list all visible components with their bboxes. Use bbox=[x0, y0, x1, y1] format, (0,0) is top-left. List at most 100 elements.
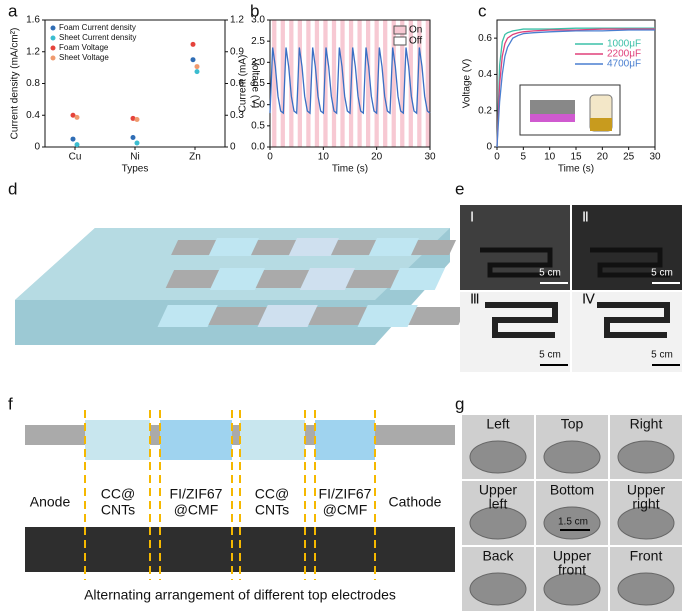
on-band bbox=[323, 20, 328, 147]
y-axis-label: Current (mA) bbox=[238, 55, 249, 113]
inset-electrode bbox=[530, 114, 575, 122]
electrode-label: FI/ZIF67 bbox=[319, 486, 372, 502]
on-band bbox=[331, 20, 337, 147]
point bbox=[194, 69, 200, 75]
y-tick-label: 0.0 bbox=[251, 142, 265, 153]
y-tick-label: 3.0 bbox=[251, 15, 265, 26]
legend-label: Sheet Current density bbox=[59, 33, 136, 42]
photo-label: right bbox=[632, 496, 659, 512]
caption: Alternating arrangement of different top… bbox=[84, 587, 396, 603]
panel-label: d bbox=[8, 179, 17, 198]
legend-marker bbox=[50, 45, 56, 51]
electrode bbox=[357, 305, 418, 327]
electrode-block bbox=[315, 420, 375, 460]
device-strip bbox=[480, 247, 560, 278]
photo-label: Right bbox=[630, 416, 663, 432]
photo-label: Upper bbox=[627, 482, 665, 498]
legend-marker bbox=[50, 55, 56, 61]
inset-electrolyte bbox=[590, 118, 612, 131]
x-tick-label: 30 bbox=[424, 152, 436, 163]
electrode-label: Cathode bbox=[389, 494, 442, 510]
x-tick-label: 0 bbox=[267, 152, 273, 163]
point bbox=[74, 114, 80, 120]
electrode bbox=[308, 307, 367, 325]
electrode-label: CNTs bbox=[255, 502, 289, 518]
on-band bbox=[340, 20, 345, 147]
on-band bbox=[366, 20, 371, 147]
electrode-block bbox=[240, 420, 305, 460]
inset-illustration bbox=[519, 84, 621, 136]
y2-tick-label: 1.2 bbox=[230, 15, 244, 26]
electrode-label: CC@ bbox=[255, 486, 289, 502]
y-tick-label: 2.5 bbox=[251, 36, 265, 47]
legend-label: 2200μF bbox=[607, 49, 641, 60]
x-tick-label: 0 bbox=[494, 152, 500, 163]
legend-label: On bbox=[409, 25, 422, 36]
y-tick-label: 1.0 bbox=[251, 99, 265, 110]
x-tick-label: 20 bbox=[371, 152, 383, 163]
photo-label: Top bbox=[561, 416, 584, 432]
legend-marker bbox=[50, 35, 56, 41]
point bbox=[190, 41, 196, 47]
on-band bbox=[425, 20, 430, 147]
point bbox=[130, 134, 136, 140]
photo-label: front bbox=[558, 562, 586, 578]
electrode-label: CC@ bbox=[101, 486, 135, 502]
point bbox=[130, 115, 136, 121]
device-illustration bbox=[15, 228, 467, 345]
x-axis-label: Time (s) bbox=[332, 164, 368, 175]
electrode bbox=[345, 270, 400, 288]
beaker bbox=[617, 506, 675, 540]
x-tick-label: Ni bbox=[130, 152, 139, 163]
y-axis-label: Voltage (V) bbox=[462, 59, 473, 108]
beaker bbox=[469, 440, 527, 474]
dashed-guides bbox=[84, 410, 376, 580]
photo-label: Ⅱ bbox=[582, 209, 589, 225]
y-tick-label: 1.6 bbox=[26, 15, 40, 26]
panel-label: f bbox=[8, 394, 13, 413]
panel-label: a bbox=[8, 1, 18, 20]
beaker bbox=[543, 440, 601, 474]
electrode bbox=[257, 305, 318, 327]
x-tick-label: Cu bbox=[69, 152, 82, 163]
electrode bbox=[299, 268, 356, 290]
scale-bar-label: 5 cm bbox=[539, 350, 561, 361]
legend-label: Sheet Voltage bbox=[59, 53, 109, 62]
photo-label: Bottom bbox=[550, 482, 594, 498]
x-axis-label: Types bbox=[122, 164, 149, 175]
y-axis-label: Current density (mA/cm²) bbox=[10, 28, 21, 140]
on-band bbox=[400, 20, 405, 147]
y-tick-label: 1.2 bbox=[26, 46, 40, 57]
y-tick-label: 0.5 bbox=[251, 120, 265, 131]
point bbox=[194, 64, 200, 70]
on-band bbox=[391, 20, 396, 147]
electrode bbox=[389, 268, 446, 290]
electrode bbox=[331, 240, 377, 255]
on-band bbox=[357, 20, 362, 147]
beaker bbox=[617, 440, 675, 474]
electrode bbox=[251, 240, 297, 255]
y-tick-label: 0 bbox=[486, 142, 492, 153]
scale-bar-label: 5 cm bbox=[651, 350, 673, 361]
electrode-block bbox=[85, 420, 150, 460]
x-tick-label: 25 bbox=[623, 152, 635, 163]
line bbox=[496, 27, 655, 148]
photo-label: Ⅰ bbox=[470, 209, 474, 225]
device-strip bbox=[590, 247, 670, 278]
point bbox=[134, 116, 140, 122]
photo-label: Upper bbox=[553, 548, 591, 564]
x-tick-label: 30 bbox=[649, 152, 661, 163]
photo-label: Ⅲ bbox=[470, 291, 480, 307]
electrode bbox=[411, 240, 457, 255]
inset-electrode bbox=[530, 100, 575, 114]
y-tick-label: 0 bbox=[34, 142, 40, 153]
y-tick-label: 2.0 bbox=[251, 57, 265, 68]
on-band bbox=[272, 20, 277, 147]
legend-label: 4700μF bbox=[607, 59, 641, 70]
y-tick-label: 0.4 bbox=[26, 110, 40, 121]
electrode bbox=[255, 270, 310, 288]
y2-tick-label: 0.6 bbox=[230, 78, 244, 89]
electrode bbox=[157, 305, 218, 327]
